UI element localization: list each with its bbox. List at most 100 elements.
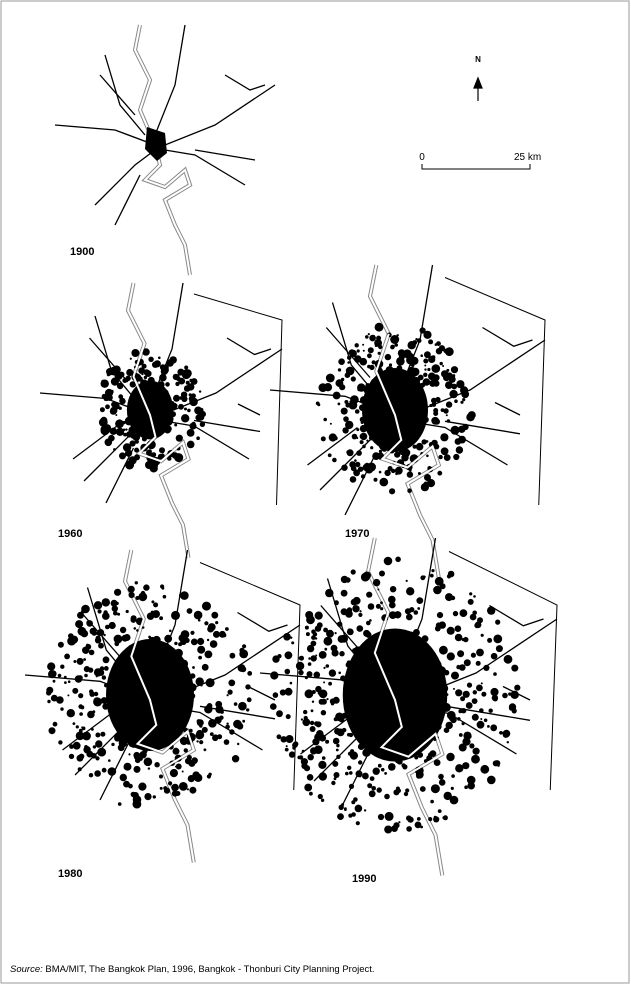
urban-patch [375,323,384,332]
urban-patch [365,639,373,647]
urban-patch [310,747,317,754]
urban-patch [237,743,239,745]
urban-patch [334,600,339,605]
urban-patch [416,774,421,779]
urban-patch [360,707,368,715]
urban-patch [303,710,307,714]
urban-patch [363,350,365,352]
urban-patch [433,816,439,822]
urban-patch [165,426,171,432]
urban-patch [311,655,317,661]
urban-patch [419,666,425,672]
urban-patch [246,708,249,711]
source: Source: BMA/MIT, The Bangkok Plan, 1996,… [10,964,375,975]
urban-patch [368,650,372,654]
urban-patch [109,678,115,684]
urban-patch [309,792,313,796]
urban-patch [495,620,500,625]
urban-patch [345,772,349,776]
urban-patch [361,358,365,362]
urban-patch [114,589,121,596]
urban-patch [408,367,416,375]
urban-patch [376,604,381,609]
urban-patch [406,614,413,621]
urban-patch [420,327,426,333]
urban-patch [389,488,395,494]
urban-patch [174,424,177,427]
urban-patch [457,650,464,657]
urban-patch [438,809,442,813]
urban-patch [401,763,405,767]
urban-patch [202,664,209,671]
year-label: 1960 [58,528,82,540]
urban-patch [462,722,465,725]
urban-patch [128,586,135,593]
urban-patch [87,711,95,719]
urban-patch [160,787,163,790]
urban-patch [128,740,136,748]
urban-patch [412,377,420,385]
urban-patch [131,349,139,357]
urban-patch [136,629,139,632]
urban-patch [111,402,117,408]
urban-patch [115,414,117,416]
urban-patch [189,729,193,733]
urban-patch [406,734,408,736]
urban-patch [332,649,339,656]
urban-patch [202,602,211,611]
urban-patch [305,689,314,698]
urban-patch [395,467,403,475]
urban-patch [140,402,142,404]
urban-patch [341,408,348,415]
urban-patch [481,692,486,697]
urban-patch [431,417,439,425]
urban-patch [384,794,390,800]
urban-patch [493,635,502,644]
urban-patch [404,792,408,796]
urban-patch [481,634,484,637]
urban-patch [453,611,458,616]
urban-patch [396,357,405,366]
urban-patch [483,665,489,671]
urban-patch [58,674,62,678]
urban-patch [435,707,442,714]
urban-patch [281,736,287,742]
urban-patch [238,702,247,711]
urban-patch [443,408,448,413]
urban-patch [384,772,387,775]
urban-patch [270,703,277,710]
urban-patch [355,409,360,414]
urban-patch [242,720,245,723]
urban-patch [60,665,64,669]
urban-patch [211,612,218,619]
urban-patch [304,784,312,792]
urban-patch [110,701,114,705]
urban-patch [232,755,239,762]
urban-patch [416,681,418,683]
urban-patch [192,666,195,669]
urban-patch [349,772,352,775]
urban-patch [114,641,119,646]
urban-patch [458,426,465,433]
urban-patch [330,423,332,425]
urban-patch [396,403,403,410]
urban-patch [487,776,496,785]
urban-patch [100,407,105,412]
urban-patch [385,354,391,360]
urban-patch [453,672,456,675]
urban-patch [379,695,383,699]
urban-patch [314,721,319,726]
urban-patch [370,446,373,449]
urban-patch [239,648,244,653]
urban-patch [314,672,321,679]
source-prefix: Source: [10,964,43,975]
urban-patch [171,784,179,792]
urban-patch [310,726,316,732]
urban-patch [119,452,126,459]
urban-patch [424,474,431,481]
urban-patch [347,449,354,456]
urban-patch [321,799,324,802]
urban-patch [351,668,359,676]
urban-patch [146,450,152,456]
urban-patch [477,721,485,729]
